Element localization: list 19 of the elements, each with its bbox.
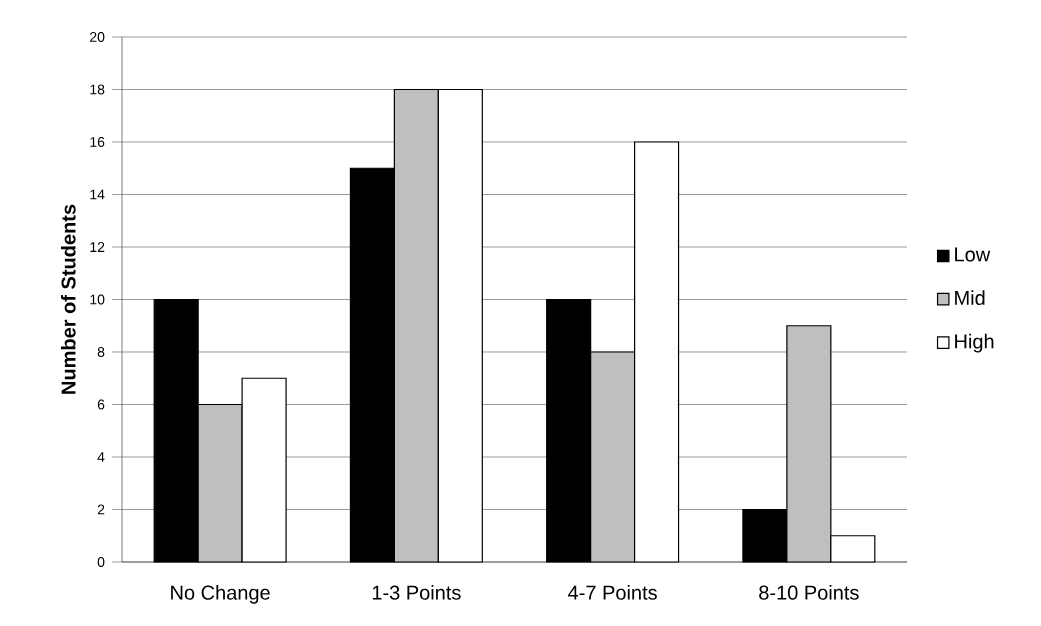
x-tick-label: 4-7 Points xyxy=(568,585,657,600)
x-tick-label: 1-3 Points xyxy=(372,585,461,600)
y-tick-label: 18 xyxy=(90,84,105,95)
y-tick-label: 16 xyxy=(90,137,105,147)
y-axis-title: Number of Students xyxy=(60,204,76,394)
x-tick-label: 8-10 Points xyxy=(759,585,859,600)
y-tick-label: 8 xyxy=(97,347,105,357)
legend-label: High xyxy=(955,333,994,353)
y-tick-label: 10 xyxy=(90,294,105,305)
y-tick-label: 6 xyxy=(97,399,105,410)
y-tick-label: 0 xyxy=(97,557,105,567)
y-tick-label: 20 xyxy=(90,32,105,42)
legend-label: Low xyxy=(955,247,991,262)
y-tick-label: 12 xyxy=(90,242,105,252)
y-tick-label: 2 xyxy=(97,504,105,515)
legend-label: Mid xyxy=(955,290,985,306)
y-tick-label: 14 xyxy=(90,189,105,200)
x-tick-label: No Change xyxy=(171,585,270,604)
y-tick-label: 4 xyxy=(97,452,105,462)
